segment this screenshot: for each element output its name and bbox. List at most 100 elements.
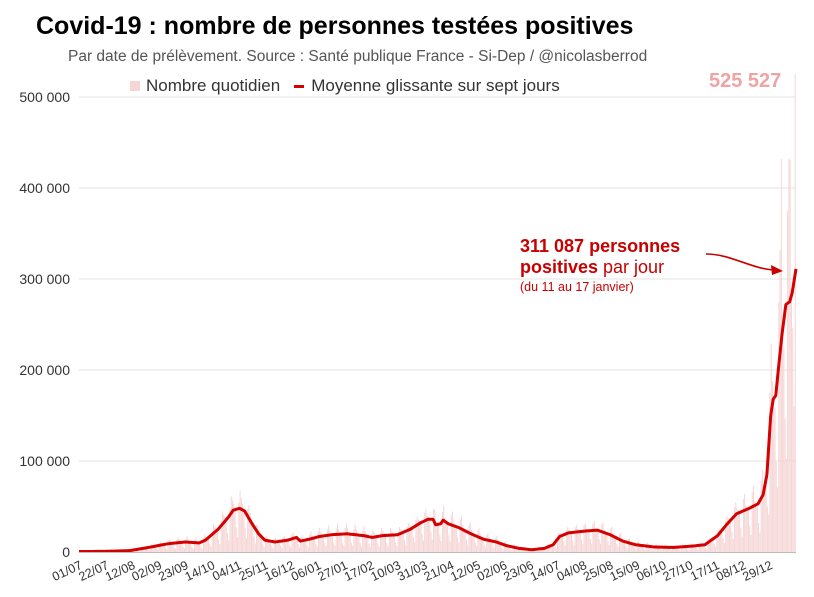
daily-bar	[520, 550, 522, 552]
daily-bar	[568, 529, 570, 552]
daily-bar	[698, 544, 700, 552]
daily-bar	[446, 523, 448, 552]
daily-bar	[277, 541, 279, 552]
daily-bar	[454, 526, 456, 552]
daily-bar	[171, 543, 173, 552]
y-tick-label: 500 000	[19, 89, 70, 105]
daily-bar	[720, 530, 722, 552]
y-tick-label: 200 000	[19, 362, 70, 378]
daily-bar	[574, 527, 576, 552]
daily-bar	[386, 542, 388, 552]
daily-bar	[610, 528, 612, 552]
daily-bar	[601, 524, 603, 552]
y-tick-label: 400 000	[19, 180, 70, 196]
daily-bar	[214, 526, 216, 552]
daily-bar	[149, 545, 151, 552]
daily-bar	[201, 548, 203, 552]
daily-bar	[228, 540, 230, 552]
daily-bar	[636, 542, 638, 552]
daily-bar	[221, 511, 223, 552]
daily-bar	[754, 501, 756, 552]
daily-bar	[344, 528, 346, 552]
daily-bar	[139, 550, 141, 552]
daily-bar	[450, 514, 452, 552]
daily-bar	[759, 532, 761, 552]
daily-bar	[712, 538, 714, 552]
daily-bar	[594, 528, 596, 552]
annotation-line-2: positives par jour	[520, 257, 680, 278]
daily-bar	[760, 480, 762, 552]
daily-bar	[439, 535, 441, 552]
annotation-line-2-bold: positives	[520, 257, 599, 277]
daily-bar	[441, 511, 443, 552]
daily-bar	[205, 536, 207, 552]
daily-bar	[653, 550, 655, 552]
daily-bar	[543, 547, 545, 552]
daily-bar	[347, 528, 349, 552]
daily-bar	[153, 546, 155, 552]
daily-bar	[618, 534, 620, 552]
daily-bar	[338, 529, 340, 552]
daily-bar	[398, 527, 400, 552]
daily-bar	[168, 538, 170, 552]
daily-bar	[741, 536, 743, 552]
daily-bar	[503, 542, 505, 552]
daily-bar	[665, 545, 667, 552]
daily-bar	[448, 535, 450, 552]
daily-bar	[157, 549, 159, 552]
daily-bar	[421, 534, 423, 552]
daily-bar	[305, 540, 307, 552]
daily-bar	[314, 539, 316, 552]
daily-bar	[301, 534, 303, 552]
daily-bar	[569, 530, 571, 552]
daily-bar	[268, 539, 270, 552]
daily-bar	[390, 527, 392, 552]
daily-bar	[789, 160, 791, 552]
daily-bar	[405, 544, 407, 552]
daily-bar	[559, 532, 561, 552]
daily-bar	[663, 545, 665, 552]
daily-bar	[291, 534, 293, 552]
daily-bar	[765, 484, 767, 552]
daily-bar	[376, 536, 378, 552]
daily-bar	[187, 539, 189, 552]
daily-bar	[163, 545, 165, 552]
daily-bar	[706, 549, 708, 552]
daily-bar	[354, 524, 356, 552]
daily-bar	[243, 508, 245, 552]
daily-bar	[479, 533, 481, 552]
annotation-line-2-rest: par jour	[598, 257, 665, 277]
daily-bar	[147, 549, 149, 552]
daily-bar	[489, 539, 491, 552]
daily-bar	[262, 543, 264, 552]
latest-average-annotation: 311 087 personnes positives par jour (du…	[520, 236, 680, 296]
daily-bar	[383, 533, 385, 552]
daily-bar	[233, 503, 235, 552]
daily-bar	[385, 534, 387, 552]
daily-bar	[546, 550, 548, 552]
daily-bar	[651, 549, 653, 552]
daily-bar	[297, 544, 299, 552]
daily-bar	[625, 546, 627, 552]
daily-bar	[307, 547, 309, 552]
daily-bar	[721, 530, 723, 552]
daily-bar	[190, 542, 192, 552]
daily-bar	[334, 545, 336, 552]
daily-bar	[508, 546, 510, 552]
daily-bar	[660, 549, 662, 552]
daily-bar	[782, 336, 784, 552]
daily-bar	[605, 533, 607, 552]
daily-bar	[328, 525, 330, 552]
daily-bar	[250, 518, 252, 552]
daily-bar	[387, 546, 389, 552]
daily-bar	[415, 519, 417, 552]
x-tick-label: 29/12	[740, 558, 774, 584]
daily-bar	[484, 547, 486, 552]
daily-bar	[774, 408, 776, 552]
daily-bar	[527, 550, 529, 552]
daily-bar	[780, 158, 782, 552]
daily-bar	[352, 546, 354, 552]
daily-bar	[768, 514, 770, 552]
daily-bar	[512, 545, 514, 552]
